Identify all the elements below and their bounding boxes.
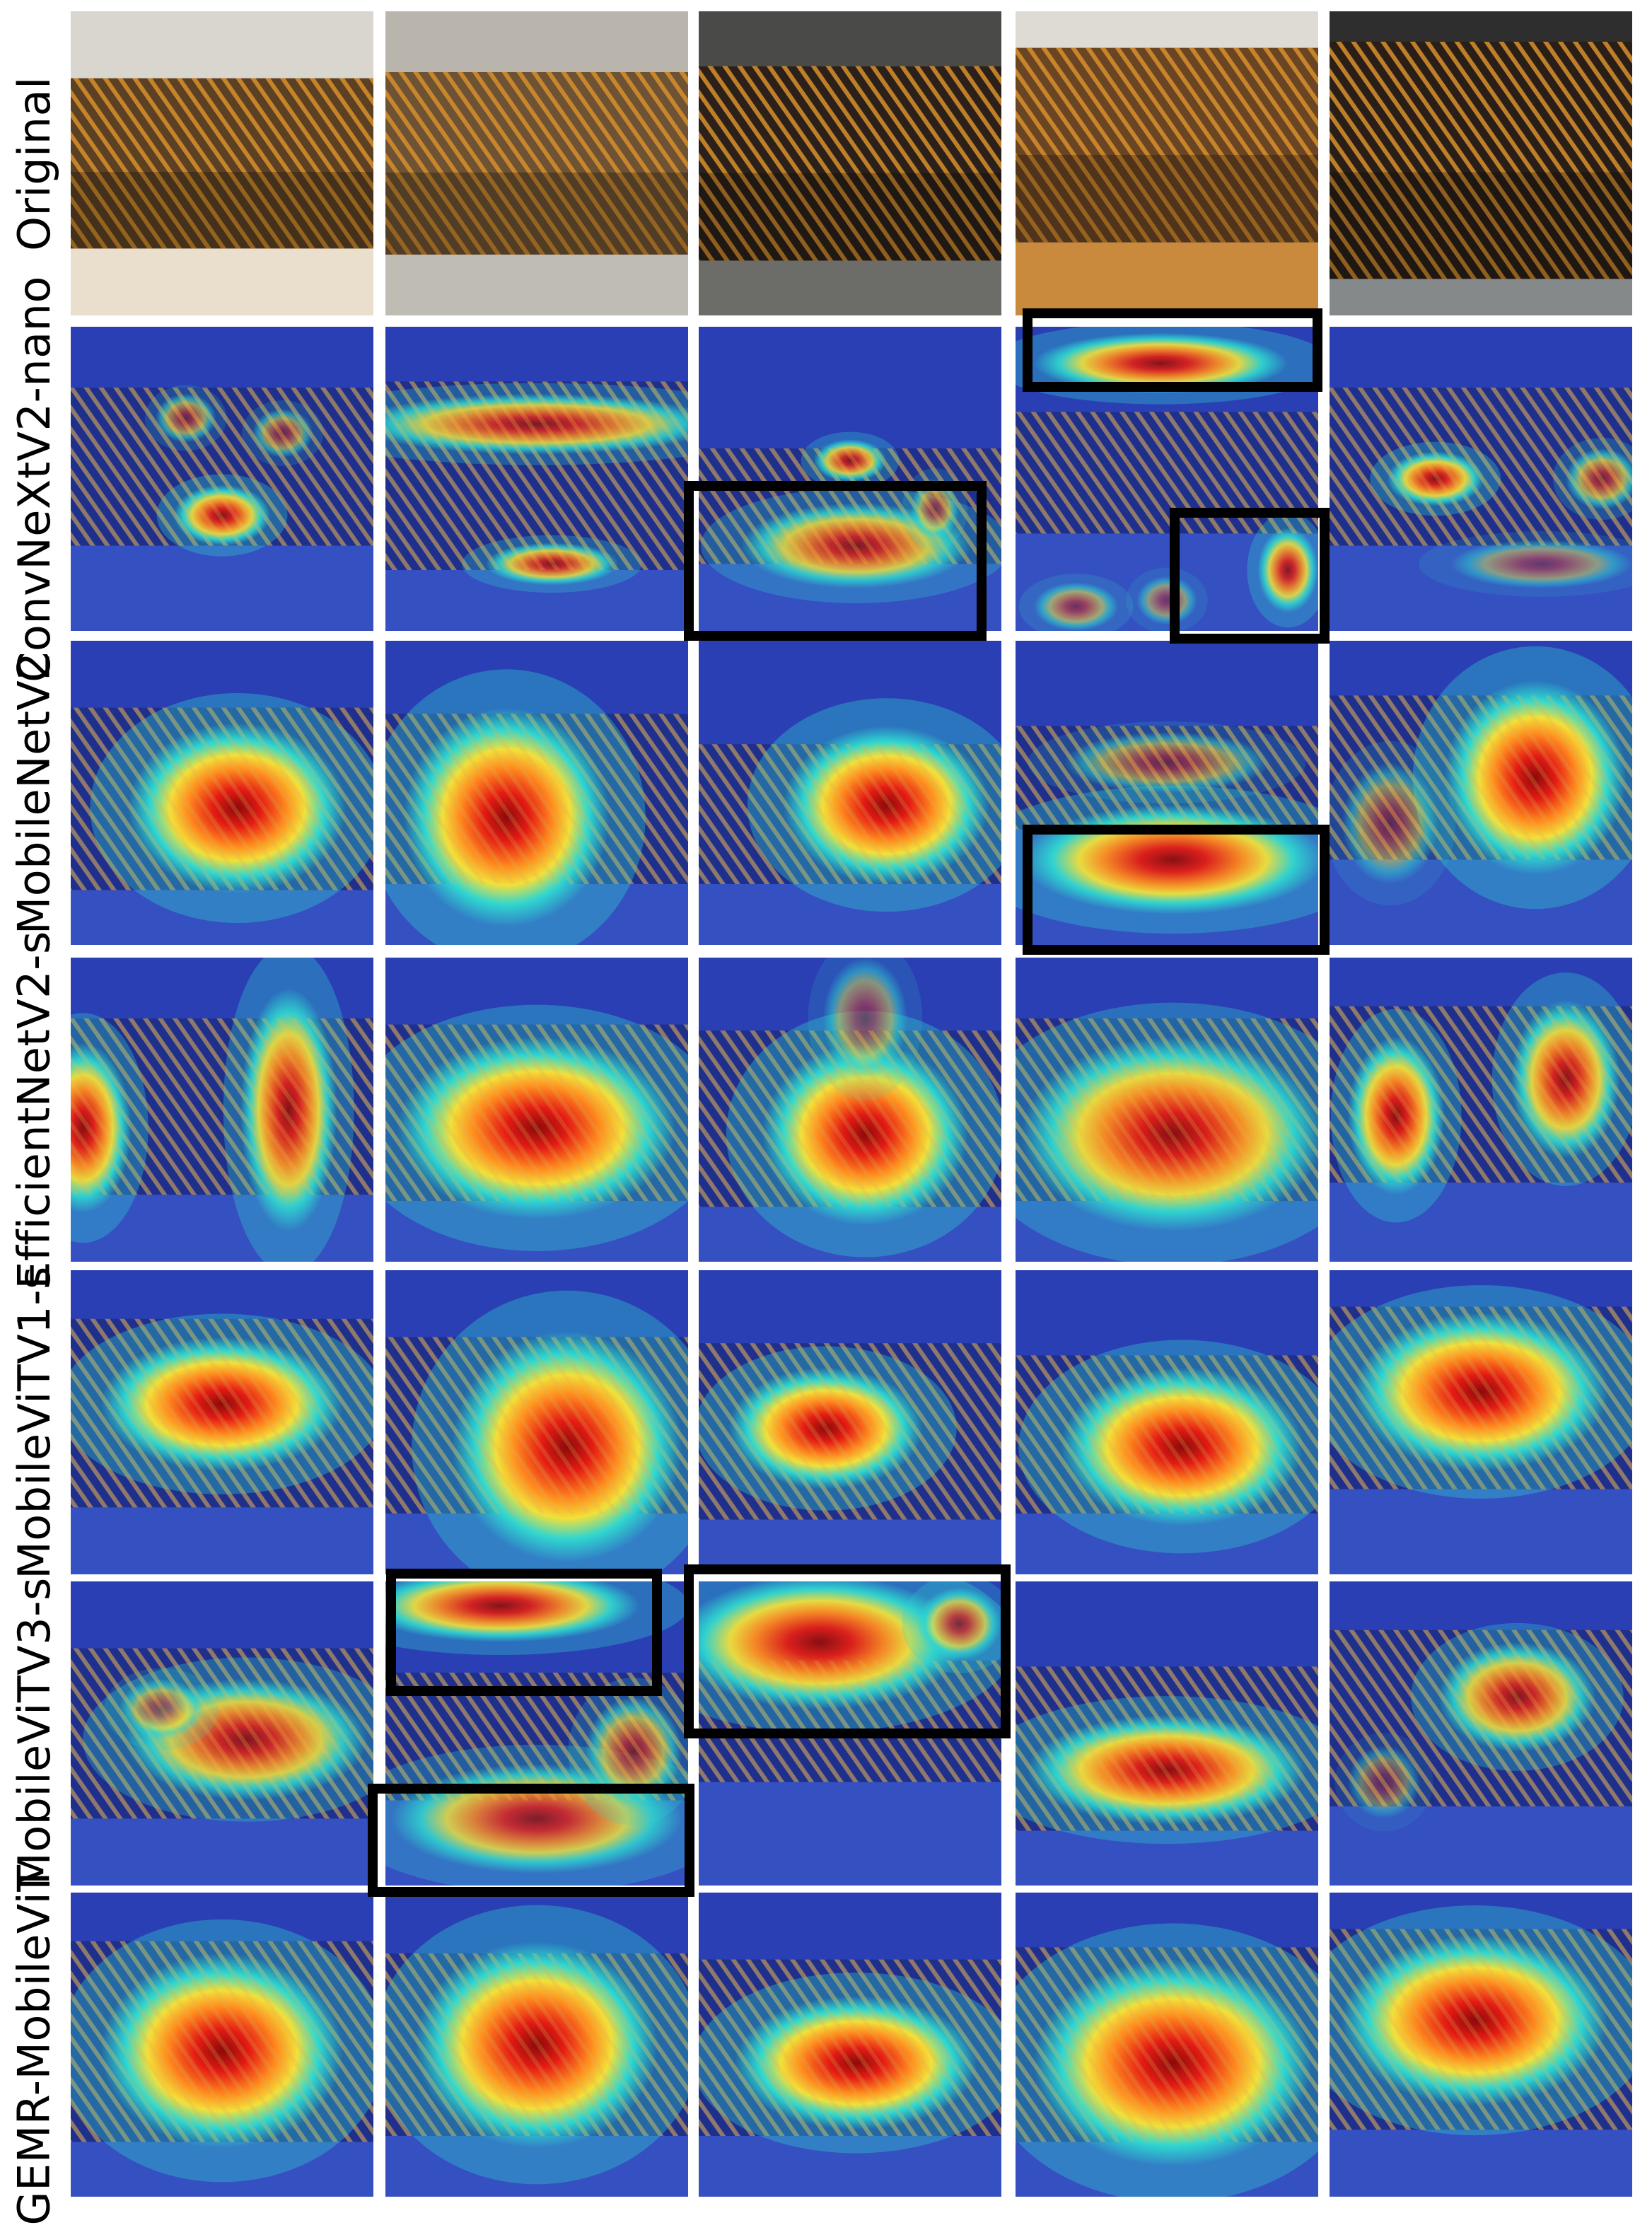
- heatmap-image-5-0: [71, 1581, 373, 1886]
- heatmap-image-6-4: [1330, 1893, 1632, 2197]
- heatmap-image-3-3: [1016, 958, 1318, 1262]
- heatmap-image-1-4: [1330, 327, 1632, 631]
- original-image-0-2: [699, 11, 1001, 315]
- highlight-box-convnext-col3: [684, 481, 987, 641]
- row-label-4: MobileViTV1-s: [0, 1266, 68, 1579]
- row-label-text: ConvNeXtV2-nano: [8, 275, 60, 682]
- row-label-text: EfficientNetV2-s: [8, 930, 60, 1289]
- heatmap-image-1-1: [385, 327, 688, 631]
- heatmap-image-2-0: [71, 641, 373, 945]
- original-image-0-4: [1330, 11, 1632, 315]
- heatmap-image-6-3: [1016, 1893, 1318, 2197]
- highlight-box-mobilevitv3-col3: [684, 1564, 1011, 1738]
- row-label-3: EfficientNetV2-s: [0, 931, 68, 1289]
- heatmap-image-3-2: [699, 958, 1001, 1262]
- row-label-text: MobileViTV3-s: [8, 1576, 60, 1890]
- heatmap-image-2-1: [385, 641, 688, 945]
- highlight-box-convnext-col4-top: [1023, 308, 1322, 392]
- heatmap-image-4-3: [1016, 1270, 1318, 1574]
- heatmap-image-4-0: [71, 1270, 373, 1574]
- heatmap-image-5-3: [1016, 1581, 1318, 1886]
- highlight-box-mobilevitv3-col2-bottom: [368, 1784, 694, 1897]
- row-label-1: ConvNeXtV2-nano: [0, 276, 68, 682]
- row-label-5: MobileViTV3-s: [0, 1577, 68, 1890]
- heatmap-image-2-4: [1330, 641, 1632, 945]
- heatmap-image-6-1: [385, 1893, 688, 2197]
- heatmap-image-1-0: [71, 327, 373, 631]
- heatmap-image-1-2: [699, 327, 1001, 631]
- heatmap-image-6-2: [699, 1893, 1001, 2197]
- highlight-box-mobilenet-col4: [1023, 825, 1330, 955]
- heatmap-image-2-2: [699, 641, 1001, 945]
- original-image-0-0: [71, 11, 373, 315]
- highlight-box-convnext-col4-bottom: [1170, 508, 1330, 644]
- heatmap-image-2-3: [1016, 641, 1318, 945]
- heatmap-image-4-4: [1330, 1270, 1632, 1574]
- row-label-text: GEMR-MobileViT: [8, 1864, 60, 2225]
- row-label-text: Original: [8, 76, 60, 251]
- row-label-6: GEMR-MobileViT: [0, 1864, 68, 2225]
- original-image-0-3: [1016, 11, 1318, 315]
- row-label-2: MobileNetV2: [0, 641, 68, 945]
- row-label-text: MobileViTV1-s: [8, 1265, 60, 1579]
- heatmap-image-6-0: [71, 1893, 373, 2197]
- heatmap-image-3-0: [71, 958, 373, 1262]
- highlight-box-mobilevitv3-col2-top: [386, 1569, 662, 1696]
- heatmap-image-3-1: [385, 958, 688, 1262]
- original-image-0-1: [385, 11, 688, 315]
- heatmap-image-3-4: [1330, 958, 1632, 1262]
- row-label-text: MobileNetV2: [8, 651, 60, 934]
- heatmap-image-5-4: [1330, 1581, 1632, 1886]
- heatmap-image-4-2: [699, 1270, 1001, 1574]
- heatmap-image-4-1: [385, 1270, 688, 1574]
- row-label-0: Original: [0, 11, 68, 315]
